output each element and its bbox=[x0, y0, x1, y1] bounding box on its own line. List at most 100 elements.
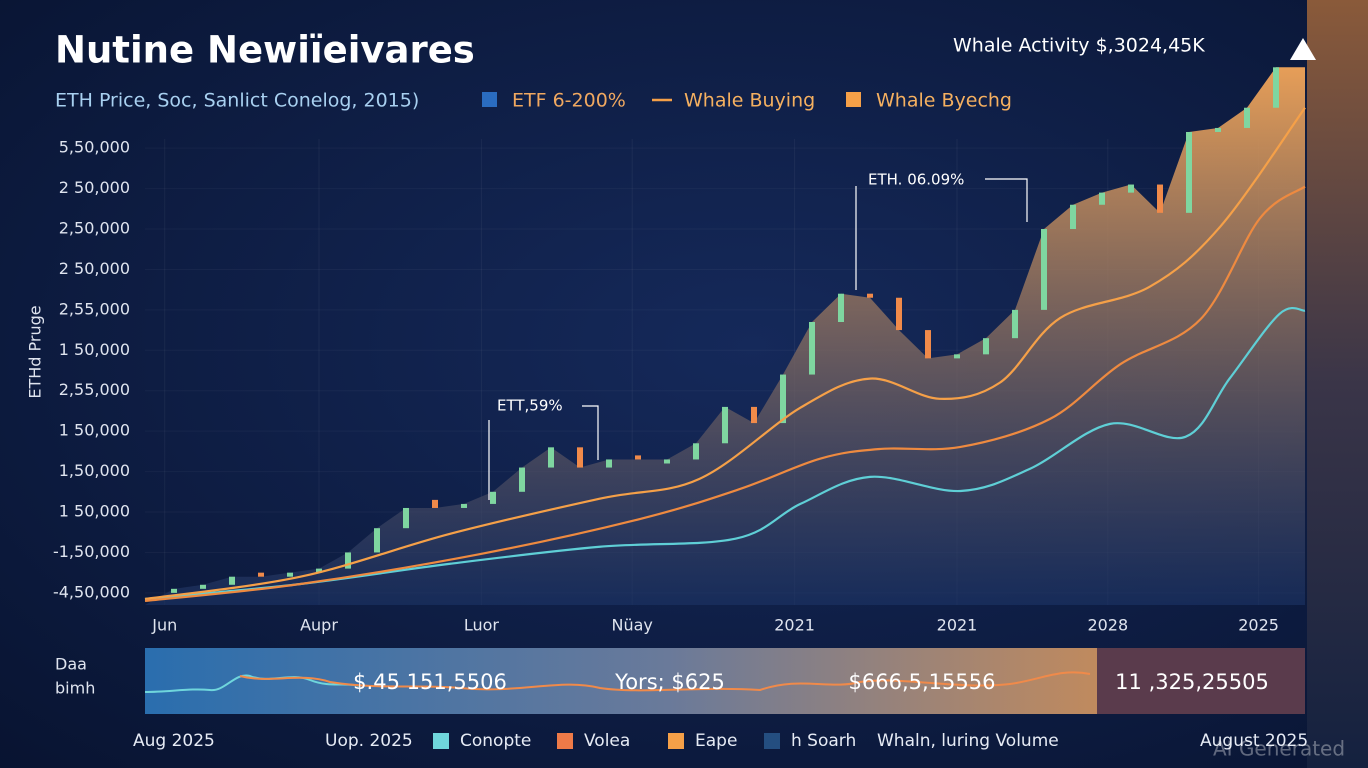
price-area bbox=[145, 67, 1305, 606]
y-tick-label: 1 50,000 bbox=[59, 340, 130, 359]
candle bbox=[1244, 107, 1250, 128]
panel-value: $.45 151,5506 bbox=[353, 670, 507, 694]
candle bbox=[983, 338, 989, 355]
chart-subtitle: ETH Price, Soc, Sanlict Conelog, 2015) bbox=[55, 90, 419, 112]
candle bbox=[490, 491, 496, 504]
candle bbox=[1215, 127, 1221, 132]
panel-label: Daa bbox=[55, 655, 87, 674]
side-strip bbox=[1307, 0, 1368, 768]
candle bbox=[1070, 204, 1076, 230]
candle bbox=[925, 330, 931, 359]
panel-value: Yors; $625 bbox=[614, 670, 725, 694]
candle bbox=[461, 503, 467, 508]
series-line bbox=[144, 185, 1306, 603]
candle bbox=[258, 572, 264, 577]
y-axis-label: ETHd Pruge bbox=[26, 305, 45, 398]
candle bbox=[548, 447, 554, 468]
y-tick-label: -1,50,000 bbox=[53, 542, 130, 561]
footer-date: Uop. 2025 bbox=[325, 731, 413, 751]
candle bbox=[1186, 131, 1192, 213]
x-tick-label: Nüay bbox=[612, 616, 653, 635]
candle bbox=[287, 572, 293, 577]
candle bbox=[577, 447, 583, 468]
y-tick-label: 1,50,000 bbox=[59, 461, 130, 480]
y-tick-label: 2,55,000 bbox=[59, 299, 130, 318]
panel-label: bimh bbox=[55, 679, 95, 698]
candle bbox=[374, 528, 380, 553]
candle bbox=[345, 552, 351, 569]
watermark: AI Generated bbox=[1213, 737, 1345, 761]
annotation: ETT,59% bbox=[497, 397, 563, 415]
legend-label: Conopte bbox=[460, 731, 531, 751]
candle bbox=[838, 293, 844, 322]
chart-title: Nutine Newiïeivares bbox=[55, 29, 475, 72]
y-tick-label: -4,50,000 bbox=[53, 582, 130, 601]
candle bbox=[867, 293, 873, 298]
plot-area bbox=[144, 67, 1306, 606]
series-line bbox=[144, 306, 1306, 601]
candle bbox=[171, 588, 177, 593]
footer-date: Aug 2025 bbox=[133, 731, 215, 751]
legend-swatch bbox=[764, 733, 780, 749]
panel-value: 11 ,325,25505 bbox=[1115, 670, 1269, 694]
y-tick-label: 2,55,000 bbox=[59, 380, 130, 399]
candle bbox=[664, 459, 670, 464]
x-tick-label: 2028 bbox=[1087, 616, 1128, 635]
legend-swatch bbox=[668, 733, 684, 749]
panel-value: $666,5,15556 bbox=[849, 670, 996, 694]
x-tick-label: 2025 bbox=[1238, 616, 1279, 635]
candle bbox=[896, 297, 902, 331]
candle bbox=[200, 584, 206, 589]
panel-strip bbox=[145, 648, 1097, 714]
y-tick-label: 2 50,000 bbox=[59, 259, 130, 278]
candle bbox=[635, 455, 641, 460]
candle bbox=[722, 406, 728, 444]
whale-activity: Whale Activity $,3024,45K bbox=[953, 35, 1205, 57]
candle bbox=[809, 322, 815, 375]
legend-swatch bbox=[846, 92, 861, 107]
candle bbox=[1273, 67, 1279, 108]
panel-squiggle bbox=[144, 674, 361, 693]
candle bbox=[780, 374, 786, 424]
candle bbox=[1099, 192, 1105, 205]
footer-legend: Conopte Volea Eape h Soarh bbox=[433, 731, 856, 751]
x-tick-label: Aupr bbox=[300, 616, 338, 635]
arrow-icon bbox=[1290, 38, 1316, 60]
y-tick-label: 2,50,000 bbox=[59, 219, 130, 238]
legend-label: Volea bbox=[584, 731, 630, 751]
candle bbox=[1128, 184, 1134, 193]
candle bbox=[403, 507, 409, 529]
legend-label: h Soarh bbox=[791, 731, 856, 751]
x-tick-label: Jun bbox=[151, 616, 177, 635]
legend-swatch bbox=[482, 92, 497, 107]
candle bbox=[954, 354, 960, 359]
legend-label: Whale Buying bbox=[684, 90, 815, 112]
series-line bbox=[144, 107, 1306, 601]
x-tick-label: Luor bbox=[464, 616, 500, 635]
candle bbox=[1041, 229, 1047, 310]
candle bbox=[693, 443, 699, 460]
legend-label: Whale Byechg bbox=[876, 90, 1012, 112]
candle bbox=[316, 568, 322, 573]
annotation: ETH. 06.09% bbox=[868, 171, 964, 189]
legend-label: ETF 6-200% bbox=[512, 90, 626, 112]
candle bbox=[432, 499, 438, 508]
x-tick-label: 2021 bbox=[774, 616, 815, 635]
panel-squiggle bbox=[239, 671, 1091, 692]
y-tick-label: 2 50,000 bbox=[59, 178, 130, 197]
candle bbox=[1157, 184, 1163, 213]
panel-strip-end bbox=[1097, 648, 1305, 714]
legend-label: Eape bbox=[695, 731, 737, 751]
legend-swatch bbox=[433, 733, 449, 749]
footer-note: Whaln, luring Volume bbox=[877, 731, 1059, 751]
candle bbox=[606, 459, 612, 468]
y-tick-label: 1 50,000 bbox=[59, 421, 130, 440]
y-tick-label: 5,50,000 bbox=[59, 138, 130, 157]
y-tick-label: 1 50,000 bbox=[59, 502, 130, 521]
annotation-leader bbox=[855, 178, 1028, 290]
footer-date: August 2025 bbox=[1200, 731, 1308, 751]
annotation-leader bbox=[488, 405, 599, 500]
candle bbox=[229, 576, 235, 585]
